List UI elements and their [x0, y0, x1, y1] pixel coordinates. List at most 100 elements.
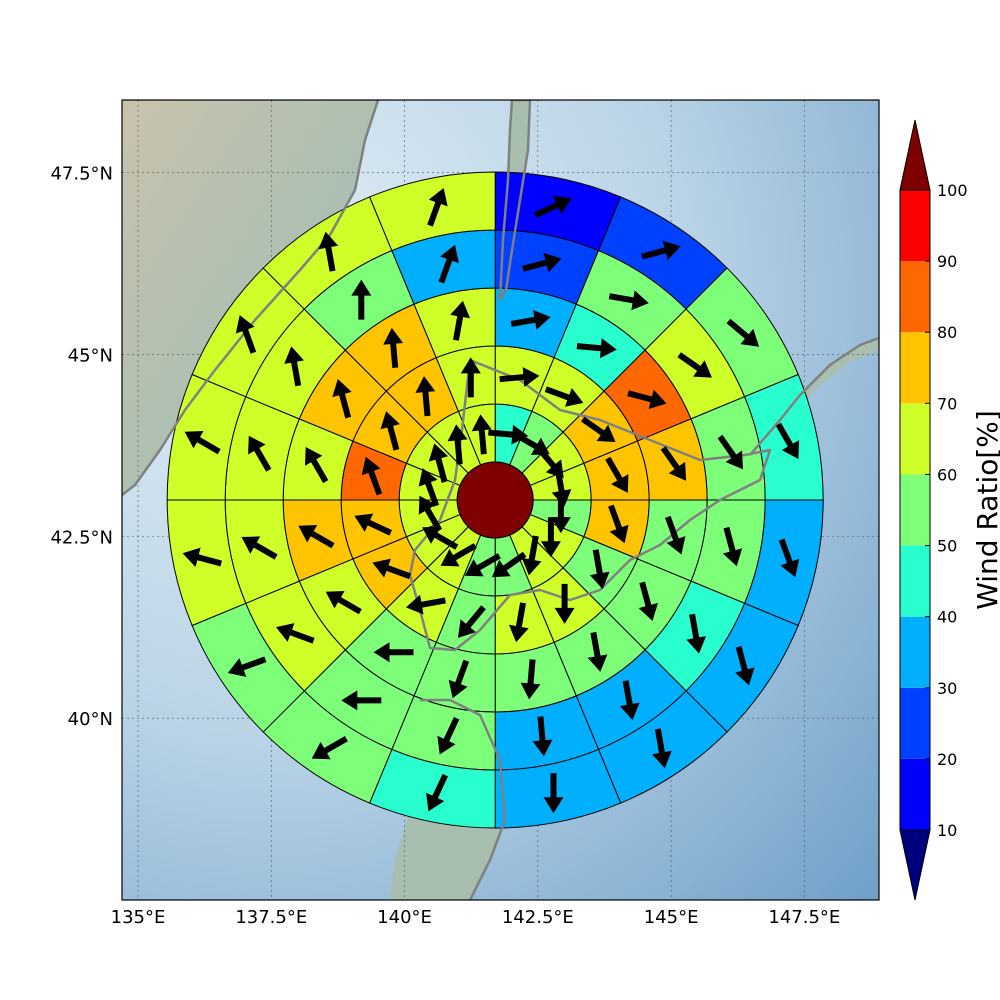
wind-arrow: [543, 773, 564, 814]
x-tick-label: 137.5°E: [235, 907, 307, 928]
wind-arrow: [641, 240, 681, 260]
wind-arrow: [318, 231, 339, 272]
colorbar-tick-label: 100: [937, 181, 968, 200]
colorbar-tick-label: 70: [937, 394, 957, 413]
x-tick-label: 145°E: [644, 907, 699, 928]
colorbar-segment: [900, 758, 930, 830]
colorbar-segment: [900, 261, 930, 333]
colorbar-segment: [900, 616, 930, 688]
wind-arrow: [457, 605, 486, 638]
colorbar-tick-label: 50: [937, 537, 957, 556]
wind-arrow: [581, 416, 616, 442]
wind-arrow: [372, 558, 412, 580]
x-tick-label: 147.5°E: [768, 907, 840, 928]
wind-arrow: [418, 468, 440, 507]
colorbar-tick-label: 30: [937, 679, 957, 698]
colorbar-tick-label: 20: [937, 750, 957, 769]
wind-arrow: [460, 357, 481, 398]
wind-arrow: [726, 318, 760, 347]
wind-arrow: [550, 493, 571, 534]
colorbar-label: Wind Ratio[%]: [971, 410, 1000, 610]
colorbar-segment: [900, 545, 930, 617]
wind-arrow: [686, 613, 707, 654]
x-tick-label: 140°E: [377, 907, 432, 928]
y-axis-ticks: 40°N 42.5°N 45°N 47.5°N: [50, 164, 113, 730]
wind-arrow: [608, 504, 629, 544]
wind-arrow: [351, 279, 372, 320]
wind-arrows: [182, 188, 800, 814]
wind-arrow: [447, 424, 468, 465]
wind-arrow: [440, 543, 477, 567]
wind-arrow: [426, 773, 448, 812]
wind-arrow: [361, 456, 383, 496]
wind-arrow: [415, 376, 436, 417]
wind-arrow: [235, 315, 257, 354]
colorbar-tick-label: 80: [937, 323, 957, 342]
wind-arrow: [717, 434, 743, 470]
colorbar-segment: [900, 190, 930, 262]
wind-arrow: [438, 244, 459, 284]
wind-arrow: [248, 435, 272, 472]
colorbar-extend-max: [899, 119, 931, 191]
wind-arrow: [534, 196, 572, 218]
colorbar-tick-label: 10: [937, 821, 957, 840]
colorbar-segment: [900, 332, 930, 404]
wind-arrow: [450, 300, 470, 341]
wind-arrow: [775, 422, 800, 459]
wind-arrow: [540, 517, 561, 558]
wind-arrow: [437, 717, 460, 755]
wind-arrow: [448, 659, 470, 699]
colorbar-segment: [900, 687, 930, 759]
x-axis-ticks: 135°E 137.5°E 140°E 142.5°E 145°E 147.5°E: [111, 907, 841, 928]
y-tick-label: 42.5°N: [50, 527, 113, 548]
wind-arrow: [587, 631, 608, 672]
colorbar-extend-min: [899, 829, 931, 901]
map-frame: [121, 99, 880, 901]
wind-arrow: [532, 716, 553, 757]
wind-arrow: [521, 535, 542, 576]
wind-arrow: [325, 591, 362, 615]
wind-arrow: [427, 188, 448, 227]
wind-arrow: [418, 495, 443, 532]
wind-arrow: [341, 690, 382, 711]
colorbar-segment: [900, 403, 930, 475]
wind-arrow: [551, 466, 572, 507]
wind-arrow: [182, 547, 222, 567]
wind-arrow: [184, 431, 221, 455]
wind-arrow: [544, 386, 584, 407]
colorbar-tick-label: 90: [937, 252, 957, 271]
wind-arrow: [298, 525, 335, 549]
wind-arrow: [638, 581, 658, 621]
wind-arrow: [406, 594, 446, 615]
colorbar-frame: [899, 189, 931, 831]
colorbar-segment: [900, 474, 930, 546]
wind-arrow: [464, 553, 501, 577]
wind-arrow: [665, 515, 686, 555]
wind-arrow: [488, 424, 529, 445]
wind-arrow: [471, 414, 492, 455]
wind-arrow: [276, 623, 315, 644]
wind-arrow: [510, 310, 551, 330]
wind-arrow: [311, 736, 348, 760]
wind-arrow: [305, 447, 329, 484]
wind-arrow: [722, 526, 743, 567]
wind-arrow: [380, 411, 400, 451]
colorbar-tick-label: 60: [937, 465, 957, 484]
wind-arrow: [589, 549, 610, 590]
wind-arrow: [677, 352, 712, 378]
wind-arrow: [284, 346, 304, 387]
wind-arrow: [652, 728, 672, 769]
wind-arrow: [619, 680, 640, 721]
wind-arrow: [554, 583, 575, 624]
center-disk: [456, 461, 534, 539]
wind-arrow: [522, 252, 562, 273]
wind-arrow: [383, 327, 404, 368]
wind-arrow: [499, 367, 540, 387]
wind-arrow: [778, 538, 800, 578]
wind-arrow: [241, 536, 278, 560]
y-tick-label: 45°N: [68, 346, 113, 367]
wind-arrow: [576, 338, 617, 359]
wind-arrow: [627, 389, 667, 409]
wind-arrow: [422, 526, 459, 550]
